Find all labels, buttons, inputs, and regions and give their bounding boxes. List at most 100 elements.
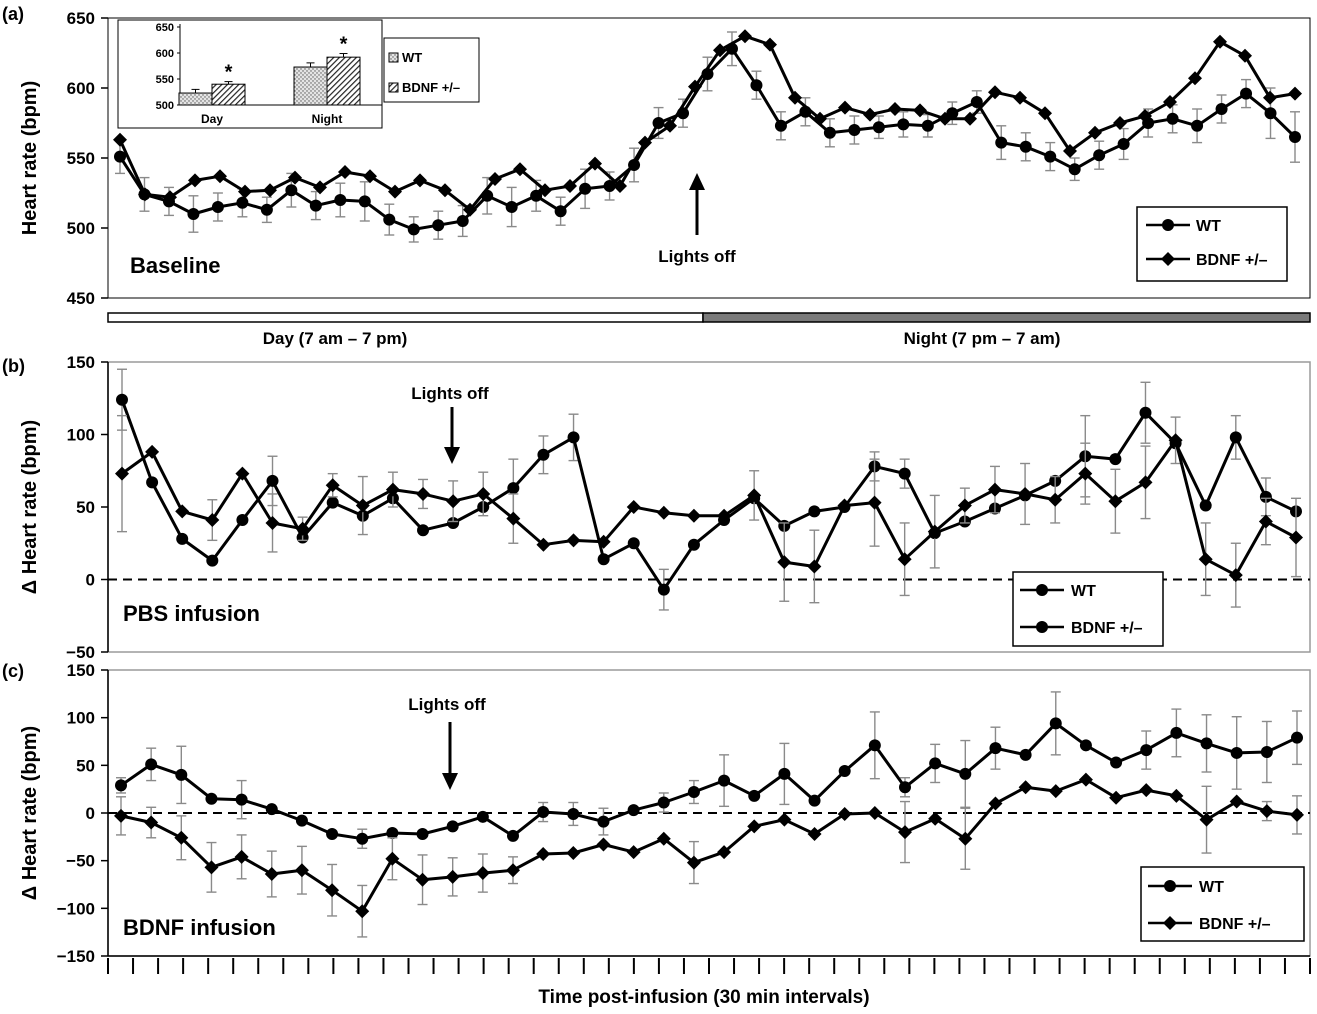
data-point — [1228, 568, 1243, 583]
data-point — [1093, 149, 1106, 162]
data-point — [175, 768, 188, 781]
data-point — [652, 117, 665, 129]
data-point — [1044, 150, 1057, 163]
inset-bar — [326, 56, 361, 106]
data-point — [823, 126, 836, 139]
data-point — [445, 869, 460, 884]
data-point — [1230, 746, 1243, 759]
y-tick-label: 100 — [67, 709, 95, 728]
day-bar — [107, 312, 704, 323]
inset-y-tick-label: 500 — [156, 100, 174, 112]
inset-legend-bdnf: BDNF +/– — [402, 80, 460, 95]
data-point — [1169, 788, 1184, 803]
panel-a-letter: (a) — [2, 4, 24, 24]
data-point — [326, 496, 339, 509]
panel-c-ylabel: Δ Heart rate (bpm) — [19, 726, 41, 900]
data-point — [1117, 138, 1130, 150]
data-point — [927, 524, 942, 539]
data-point — [456, 215, 469, 227]
data-point — [921, 119, 934, 132]
data-point — [476, 810, 489, 823]
data-point — [1138, 475, 1153, 490]
data-point — [144, 815, 159, 830]
data-point — [446, 820, 459, 833]
inset-legend-dots-swatch-icon — [388, 52, 399, 63]
panel-b-lights-off-arrow-icon — [444, 407, 460, 464]
inset-significance-star: * — [340, 34, 348, 56]
data-point — [596, 534, 611, 549]
data-point — [205, 513, 220, 528]
data-point — [145, 758, 158, 771]
data-point — [686, 508, 701, 523]
data-point — [1259, 804, 1274, 819]
data-point — [898, 467, 911, 480]
data-point — [338, 165, 352, 179]
y-tick-label: 550 — [67, 149, 95, 168]
inset-y-tick-label: 650 — [156, 22, 174, 34]
data-point — [597, 553, 610, 566]
data-point — [295, 521, 310, 536]
data-point — [808, 505, 821, 518]
data-point — [626, 500, 641, 514]
data-point — [288, 170, 302, 185]
data-point — [1215, 103, 1228, 115]
data-point — [813, 111, 827, 126]
data-point — [686, 855, 701, 870]
data-point — [463, 202, 477, 217]
series-line — [120, 778, 1298, 913]
data-point — [1188, 71, 1202, 86]
y-tick-label: 100 — [67, 426, 95, 445]
data-point — [657, 796, 670, 809]
data-point — [138, 187, 152, 202]
data-point — [888, 102, 902, 116]
panel-a-y-axis: 450 500 550 600 650 — [67, 9, 108, 308]
data-point — [848, 124, 861, 136]
panel-c-legend-bdnf: BDNF +/– — [1199, 916, 1271, 933]
data-point — [1019, 140, 1032, 153]
data-point — [187, 208, 200, 220]
data-point — [204, 860, 219, 875]
inset-y-tick-label: 600 — [156, 48, 174, 60]
data-point — [211, 201, 224, 213]
data-point — [1199, 499, 1212, 512]
data-point — [146, 476, 159, 489]
data-point — [913, 103, 927, 118]
data-point — [989, 742, 1002, 755]
data-point — [236, 514, 249, 527]
y-tick-label: −50 — [66, 643, 95, 662]
night-label: Night (7 pm – 7 am) — [904, 329, 1061, 348]
panel-b-y-axis: −50 0 50 100 150 — [66, 353, 108, 662]
data-point — [1199, 812, 1214, 827]
data-point — [188, 173, 202, 188]
data-point — [657, 583, 670, 596]
inset-significance-star: * — [225, 62, 233, 84]
y-tick-label: −150 — [57, 947, 95, 966]
data-point — [717, 508, 732, 523]
data-point — [325, 478, 340, 493]
series-line — [121, 438, 1297, 577]
data-point — [1038, 106, 1052, 121]
data-point — [713, 43, 727, 58]
panel-b-plot-area — [108, 368, 1310, 611]
y-tick-label: 600 — [67, 79, 95, 98]
data-point — [566, 846, 581, 861]
data-point — [176, 532, 189, 545]
y-tick-label: 150 — [67, 353, 95, 372]
inset-y-axis: 500 550 600 650 — [156, 22, 180, 112]
data-point — [285, 184, 298, 197]
data-point — [1200, 737, 1213, 750]
data-point — [959, 767, 972, 780]
data-point — [488, 172, 502, 186]
inset-y-tick-label: 550 — [156, 74, 174, 86]
data-point — [567, 807, 580, 820]
data-point — [738, 29, 752, 44]
data-point — [174, 830, 189, 845]
data-point — [899, 781, 911, 794]
data-point — [238, 184, 252, 199]
legend-circle-marker-icon — [1036, 584, 1048, 596]
data-point — [356, 832, 369, 845]
data-point — [763, 37, 777, 52]
data-point — [1078, 772, 1093, 787]
y-tick-label: 450 — [67, 289, 95, 308]
data-point — [446, 494, 461, 509]
